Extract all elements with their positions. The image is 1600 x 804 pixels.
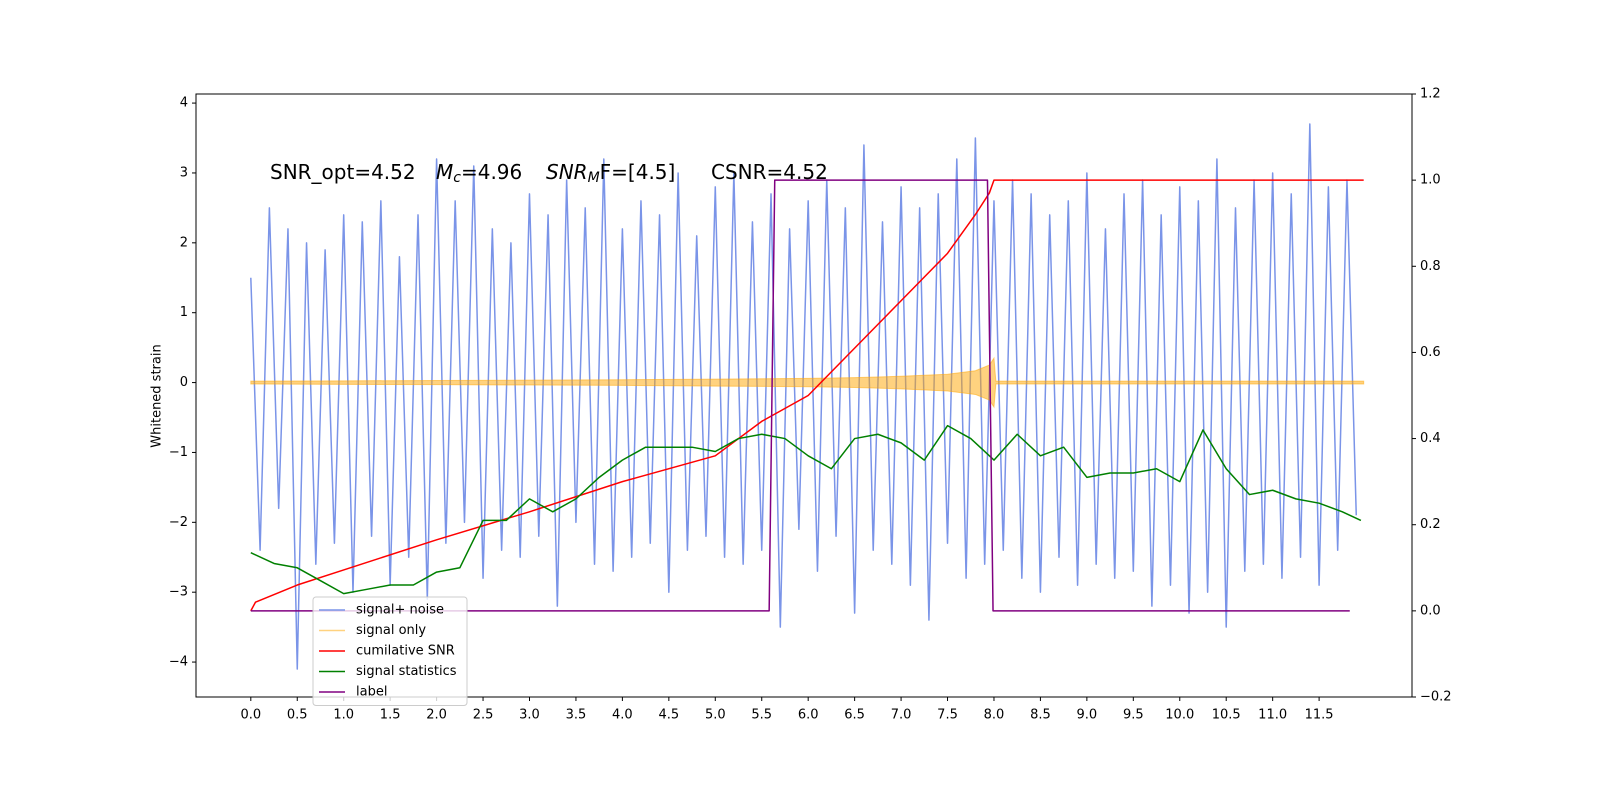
y2-tick-label: 0.6 [1420, 345, 1441, 360]
annotation-value: F=[4.5] [600, 160, 676, 184]
x-tick-label: 9.5 [1123, 708, 1144, 723]
legend-label: label [356, 685, 387, 700]
x-tick-label: 0.5 [287, 708, 308, 723]
x-tick-label: 5.0 [705, 708, 726, 723]
y2-tick-label: 0.4 [1420, 431, 1441, 446]
x-tick-label: 9.0 [1077, 708, 1098, 723]
y-tick-label: −3 [169, 585, 188, 600]
legend-label: signal statistics [356, 664, 457, 679]
annotation: SNR_opt=4.52 [270, 160, 416, 184]
x-tick-label: 8.5 [1030, 708, 1051, 723]
x-tick-label: 10.5 [1212, 708, 1241, 723]
x-tick-label: 4.5 [658, 708, 679, 723]
x-tick-label: 6.5 [844, 708, 865, 723]
annotation-symbol: M [436, 160, 453, 184]
y-tick-label: −1 [169, 445, 188, 460]
y2-tick-label: 0.8 [1420, 259, 1441, 274]
x-tick-label: 11.5 [1305, 708, 1334, 723]
legend-label: cumilative SNR [356, 644, 455, 659]
series-line [250, 123, 1358, 670]
series-line [250, 179, 1350, 612]
series-line [250, 179, 1364, 612]
annotation: SNRMF=[4.5] [546, 160, 675, 187]
x-tick-label: 2.0 [426, 708, 447, 723]
x-tick-label: 8.0 [984, 708, 1005, 723]
y2-tick-label: 0.2 [1420, 517, 1441, 532]
x-tick-label: 7.5 [937, 708, 958, 723]
y-tick-label: 4 [180, 96, 188, 111]
y-axis-label: Whitened strain [150, 344, 165, 447]
x-tick-label: 7.0 [891, 708, 912, 723]
axes-frame [195, 93, 1413, 698]
legend-label: signal only [356, 623, 426, 638]
y2-tick-label: 0.0 [1420, 603, 1441, 618]
x-tick-label: 4.0 [612, 708, 633, 723]
x-tick-label: 5.5 [751, 708, 772, 723]
y-tick-label: 3 [180, 165, 188, 180]
y-tick-label: 0 [180, 375, 188, 390]
plot-area [250, 123, 1365, 670]
x-tick-label: 1.0 [333, 708, 354, 723]
x-tick-label: 11.0 [1258, 708, 1287, 723]
legend-label: signal+ noise [356, 603, 444, 618]
x-tick-label: 10.0 [1165, 708, 1194, 723]
y-tick-label: 1 [180, 305, 188, 320]
annotation-text: SNR_opt=4.52 [270, 160, 416, 184]
legend: signal+ noise signal only cumilative SNR si… [312, 596, 468, 706]
annotation-subscript: M [588, 170, 600, 186]
x-tick-label: 3.0 [519, 708, 540, 723]
annotation: Mc=4.96 [436, 160, 522, 187]
y2-tick-label: 1.0 [1420, 173, 1441, 188]
axes: 0.0 0.5 1.0 1.5 2.0 2.5 3.0 3.5 4.0 4.5 5.0 5.5 6.0 6… [169, 87, 1452, 723]
x-tick-label: 1.5 [380, 708, 401, 723]
y-tick-label: −4 [169, 655, 188, 670]
y2-tick-label: −0.2 [1420, 690, 1452, 705]
annotation: CSNR=4.52 [711, 160, 828, 184]
x-tick-label: 2.5 [473, 708, 494, 723]
annotation-text: CSNR=4.52 [711, 160, 828, 184]
x-tick-label: 3.5 [566, 708, 587, 723]
signal-band [250, 356, 1365, 409]
y-tick-label: 2 [180, 235, 188, 250]
annotation-value: =4.96 [461, 160, 522, 184]
y-tick-label: −2 [169, 515, 188, 530]
x-tick-label: 6.0 [798, 708, 819, 723]
legend-box [312, 596, 468, 706]
annotation-subscript: c [453, 170, 461, 186]
series-line [250, 424, 1362, 595]
x-tick-label: 0.0 [240, 708, 261, 723]
y2-tick-label: 1.2 [1420, 87, 1441, 102]
annotation-symbol: SNR [546, 160, 588, 184]
